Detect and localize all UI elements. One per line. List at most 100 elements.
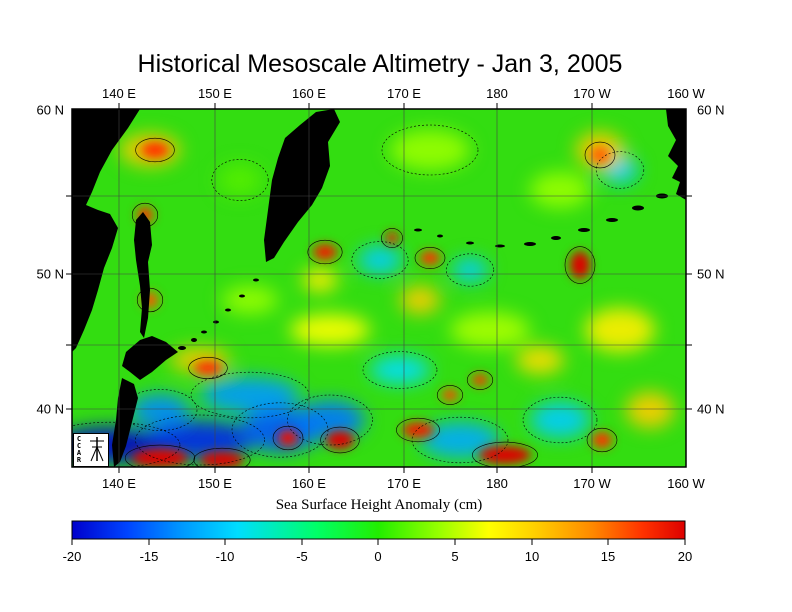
anomaly-blob <box>370 356 430 384</box>
bottom-lon-tick-160w: 160 W <box>667 476 705 491</box>
contour-line <box>135 137 175 163</box>
anomaly-hotspot <box>592 432 612 448</box>
kamchatka-land <box>264 109 340 262</box>
logo-antenna-icon <box>90 437 104 462</box>
contour-line <box>307 239 343 265</box>
top-lon-tick-170w: 170 W <box>573 86 611 101</box>
anomaly-blob <box>400 286 440 314</box>
contour-line <box>472 441 538 467</box>
honshu-land <box>112 378 138 467</box>
contour-line <box>135 414 265 466</box>
top-lon-tick-170e: 170 E <box>387 86 421 101</box>
anomaly-blob <box>530 172 590 208</box>
island-chains <box>178 193 668 350</box>
contour-line <box>72 421 181 467</box>
bottom-lon-tick-170e: 170 E <box>387 476 421 491</box>
top-lon-tick-160e: 160 E <box>292 86 326 101</box>
right-lat-tick-50n: 50 N <box>697 266 725 282</box>
right-lat-tick-40n: 40 N <box>697 401 725 417</box>
contour-line <box>188 356 228 379</box>
anomaly-hotspot <box>278 430 298 446</box>
anomaly-hotspot <box>326 431 354 449</box>
top-lon-tick-180: 180 <box>486 86 508 101</box>
anomaly-hotspot <box>386 232 398 244</box>
colorbar-tick-neg20: -20 <box>62 549 82 564</box>
anomaly-blob <box>358 246 402 274</box>
contour-line <box>595 151 645 189</box>
anomaly-blob <box>420 422 500 458</box>
contour-line <box>436 385 464 405</box>
contour-line <box>231 402 329 458</box>
frame-ticks <box>66 103 692 473</box>
bottom-lon-tick-150e: 150 E <box>198 476 232 491</box>
bottom-lon-tick-140e: 140 E <box>102 476 136 491</box>
anomaly-blob <box>390 130 470 170</box>
anomaly-blob <box>530 402 590 438</box>
top-lon-tick-140e: 140 E <box>102 86 136 101</box>
anomaly-hotspot <box>402 422 434 438</box>
contour-lines <box>72 124 645 467</box>
contour-line <box>287 394 373 446</box>
top-lon-tick-150e: 150 E <box>198 86 232 101</box>
anomaly-hotspot <box>442 389 458 401</box>
anomaly-hotspot <box>313 244 337 260</box>
map-frame <box>71 108 687 468</box>
colorbar-tick-neg15: -15 <box>139 549 159 564</box>
bottom-lon-tick-160e: 160 E <box>292 476 326 491</box>
contour-line <box>320 426 360 454</box>
contour-line <box>466 370 494 390</box>
hokkaido-land <box>122 336 178 380</box>
anomaly-hotspot <box>420 251 440 265</box>
anomaly-blob <box>290 314 370 346</box>
anomaly-blob <box>130 394 190 426</box>
anomaly-blob <box>452 258 488 282</box>
contour-line <box>272 425 304 451</box>
anomaly-hotspot <box>570 251 590 279</box>
anomaly-hotspot <box>479 446 531 464</box>
anomaly-hotspot <box>141 142 169 158</box>
colorbar-tick-5: 5 <box>451 549 459 564</box>
left-lat-tick-50n: 50 N <box>36 266 64 282</box>
anomaly-blob <box>222 286 278 314</box>
logo-text: CCAR <box>75 435 83 463</box>
contour-line <box>414 247 446 270</box>
anomaly-blob <box>218 164 262 196</box>
contour-line <box>381 124 479 176</box>
graticule <box>72 109 686 467</box>
right-lat-tick-60n: 60 N <box>697 102 725 118</box>
anomaly-blob <box>516 346 564 374</box>
colorbar-tick-20: 20 <box>677 549 693 564</box>
anomaly-hotspot <box>200 452 244 467</box>
contour-line <box>381 228 403 248</box>
map-title: Historical Mesoscale Altimetry - Jan 3, … <box>137 50 623 78</box>
contour-line <box>351 241 409 279</box>
left-lat-tick-60n: 60 N <box>36 102 64 118</box>
ccar-logo: CCAR <box>73 433 109 467</box>
anomaly-hotspot <box>472 374 488 386</box>
contour-line <box>584 141 616 169</box>
contour-line <box>411 416 509 464</box>
bottom-lon-tick-180: 180 <box>486 476 508 491</box>
land-masses <box>72 109 686 467</box>
contour-line <box>445 253 495 287</box>
contour-line <box>136 287 164 313</box>
sakhalin-land <box>134 212 152 338</box>
anomaly-blob <box>450 312 530 348</box>
contour-line <box>564 246 596 284</box>
top-lon-tick-160w: 160 W <box>667 86 705 101</box>
contour-line <box>211 159 269 201</box>
colorbar-label: Sea Surface Height Anomaly (cm) <box>275 497 483 513</box>
contour-line <box>396 417 440 443</box>
left-lat-tick-40n: 40 N <box>36 401 64 417</box>
colorbar-tick-neg5: -5 <box>296 549 308 564</box>
contour-line <box>124 444 196 467</box>
contour-line <box>522 396 598 444</box>
bottom-lon-tick-170w: 170 W <box>573 476 611 491</box>
colorbar-tick-10: 10 <box>524 549 540 564</box>
anomaly-blob <box>200 377 300 413</box>
anomaly-blob <box>626 392 674 428</box>
colorbar <box>71 520 686 540</box>
contour-line <box>193 447 251 467</box>
